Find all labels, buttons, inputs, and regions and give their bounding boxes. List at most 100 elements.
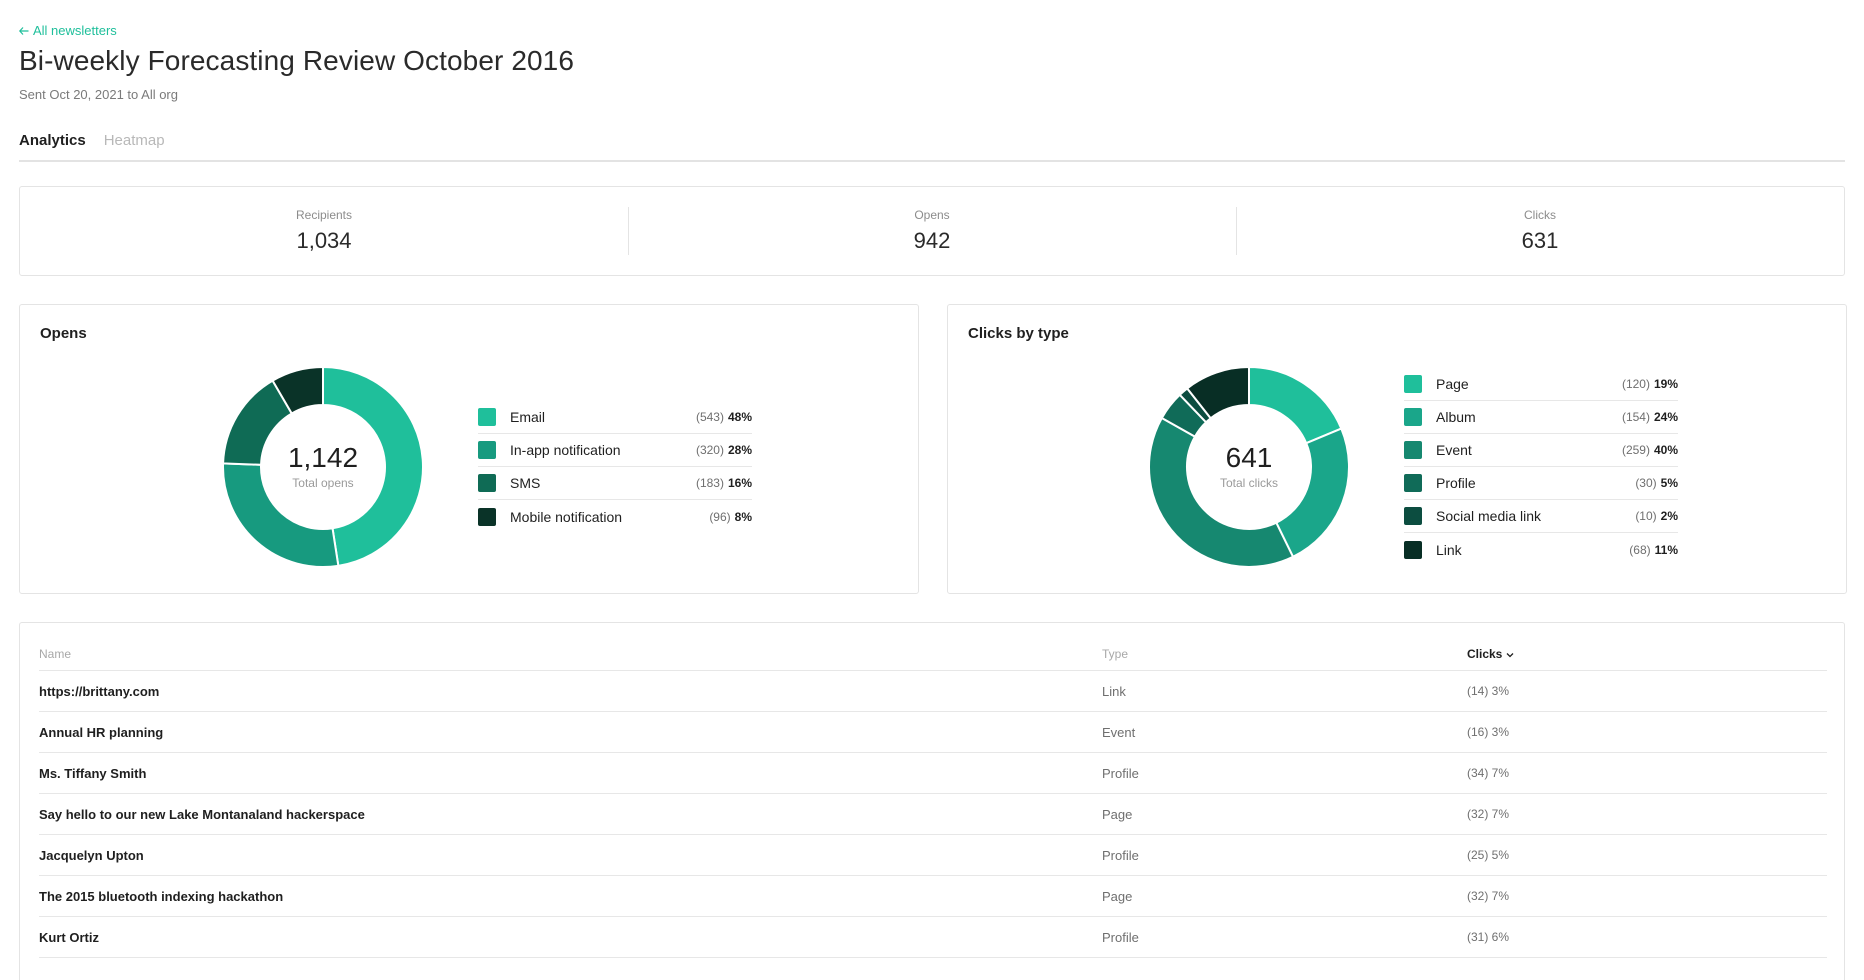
arrow-left-icon [18, 23, 29, 38]
table-row[interactable]: Kurt Ortiz Profile (31) 6% [39, 917, 1827, 958]
donut-total-value: 641 [1225, 442, 1273, 473]
table-row[interactable]: Ms. Tiffany Smith Profile (34) 7% [39, 753, 1827, 794]
back-to-newsletters-link[interactable]: All newsletters [18, 23, 117, 38]
column-header-clicks[interactable]: Clicks [1467, 647, 1827, 661]
column-header-clicks-cell: Clicks [1467, 647, 1827, 661]
back-link-label: All newsletters [33, 23, 117, 38]
table-row[interactable]: The 2015 bluetooth indexing hackathon Pa… [39, 876, 1827, 917]
tab-analytics[interactable]: Analytics [19, 132, 86, 149]
cell-name[interactable]: Annual HR planning [39, 724, 164, 740]
legend-swatch [478, 474, 496, 492]
legend-label: Mobile notification [510, 508, 623, 525]
legend-label: Page [1436, 376, 1469, 392]
chevron-down-icon [1506, 647, 1514, 661]
legend-item-event: Event (259) 40% [1404, 434, 1678, 467]
legend-percent: 16% [727, 476, 752, 490]
opens-card: Opens 1,142 Total opens Email (543) 48% … [19, 304, 919, 594]
table-row[interactable]: Say hello to our new Lake Montanaland ha… [39, 794, 1827, 835]
legend-label: Album [1436, 409, 1476, 425]
legend-percent: 28% [727, 443, 752, 457]
legend-percent: 11% [1654, 542, 1678, 557]
cell-name[interactable]: https://brittany.com [39, 683, 160, 699]
legend-count: (120) [1621, 377, 1650, 391]
stat-value: 1,034 [296, 228, 352, 253]
donut-center: 1,142 Total opens [220, 364, 426, 570]
legend-swatch [1404, 507, 1422, 525]
cell-clicks: (14) 3% [1467, 684, 1510, 698]
legend-swatch [1404, 540, 1422, 559]
opens-slice-mobile-notification[interactable] [271, 365, 324, 415]
cell-name[interactable]: Jacquelyn Upton [39, 847, 144, 863]
legend-item-profile: Profile (30) 5% [1404, 467, 1678, 500]
cell-type: Page [1102, 806, 1133, 822]
legend-percent: 19% [1653, 377, 1678, 391]
opens-slice-email[interactable] [322, 365, 424, 567]
table-row[interactable]: https://brittany.com Link (14) 3% [39, 671, 1827, 712]
legend-swatch [478, 441, 496, 459]
cell-clicks: (31) 6% [1467, 930, 1510, 944]
cell-clicks: (25) 5% [1467, 848, 1510, 862]
card-title: Opens [40, 325, 87, 342]
legend-item-album: Album (154) 24% [1404, 401, 1678, 434]
cell-name[interactable]: Ms. Tiffany Smith [39, 765, 147, 781]
cell-type: Page [1102, 888, 1133, 904]
cell-clicks: (34) 7% [1467, 766, 1510, 780]
legend-label: Social media link [1436, 508, 1542, 524]
opens-donut-chart [222, 365, 424, 568]
clicks-by-type-card: Clicks by type 641 Total clicks Page (12… [947, 304, 1847, 594]
legend-item-email: Email (543) 48% [478, 401, 752, 434]
clicks-donut-chart [1148, 365, 1350, 568]
legend-swatch [478, 507, 496, 526]
legend-percent: 24% [1653, 410, 1678, 424]
cell-type: Profile [1102, 847, 1139, 863]
table-header-row: Name Type Clicks [39, 623, 1827, 671]
clicks-legend: Page (120) 19% Album (154) 24% Event (25… [1404, 368, 1678, 566]
stat-value: 942 [913, 228, 951, 253]
cell-name[interactable]: The 2015 bluetooth indexing hackathon [39, 888, 284, 904]
legend-label: SMS [510, 475, 541, 491]
stat-recipients: Recipients 1,034 [20, 187, 628, 275]
tab-heatmap[interactable]: Heatmap [103, 132, 165, 149]
table-row[interactable]: Jacquelyn Upton Profile (25) 5% [39, 835, 1827, 876]
card-title: Clicks by type [968, 325, 1069, 342]
legend-item-sms: SMS (183) 16% [478, 467, 752, 500]
stat-value: 631 [1521, 228, 1559, 253]
legend-percent: 8% [734, 509, 752, 524]
stat-label: Clicks [1524, 208, 1556, 222]
legend-count: (320) [695, 443, 724, 457]
stat-label: Recipients [295, 208, 353, 222]
legend-item-page: Page (120) 19% [1404, 368, 1678, 401]
legend-label: Profile [1436, 475, 1476, 491]
column-header-type[interactable]: Type [1102, 646, 1129, 661]
page-title: Bi-weekly Forecasting Review October 201… [19, 45, 575, 76]
legend-count: (30) [1635, 476, 1657, 490]
legend-swatch [1404, 441, 1422, 459]
stat-opens: Opens 942 [628, 187, 1236, 275]
cell-clicks: (16) 3% [1467, 725, 1510, 739]
cell-name[interactable]: Say hello to our new Lake Montanaland ha… [39, 806, 365, 822]
links-table-card: Name Type Clicks https://brittany.com Li… [19, 622, 1845, 980]
legend-percent: 40% [1653, 443, 1678, 457]
legend-swatch [478, 408, 496, 426]
opens-donut: 1,142 Total opens [220, 364, 426, 570]
legend-swatch [1404, 375, 1422, 393]
opens-slice-in-app-notification[interactable] [222, 462, 340, 568]
table-row[interactable]: Annual HR planning Event (16) 3% [39, 712, 1827, 753]
clicks-slice-link[interactable] [1185, 365, 1250, 420]
column-header-name[interactable]: Name [39, 646, 72, 661]
legend-label: Email [510, 409, 546, 425]
donut-total-label: Total opens [292, 476, 354, 490]
legend-item-in-app-notification: In-app notification (320) 28% [478, 434, 752, 467]
cell-clicks: (32) 7% [1467, 889, 1510, 903]
column-header-clicks-label: Clicks [1467, 646, 1503, 661]
cell-type: Profile [1102, 929, 1139, 945]
legend-count: (183) [695, 476, 724, 490]
cell-clicks: (32) 7% [1467, 807, 1510, 821]
page-subtitle: Sent Oct 20, 2021 to All org [19, 87, 178, 102]
legend-count: (68) [1629, 542, 1651, 557]
clicks-slice-event[interactable] [1148, 416, 1295, 568]
cell-name[interactable]: Kurt Ortiz [39, 929, 99, 945]
legend-percent: 2% [1660, 509, 1678, 523]
links-table: Name Type Clicks https://brittany.com Li… [39, 623, 1827, 958]
legend-label: Event [1436, 442, 1472, 458]
